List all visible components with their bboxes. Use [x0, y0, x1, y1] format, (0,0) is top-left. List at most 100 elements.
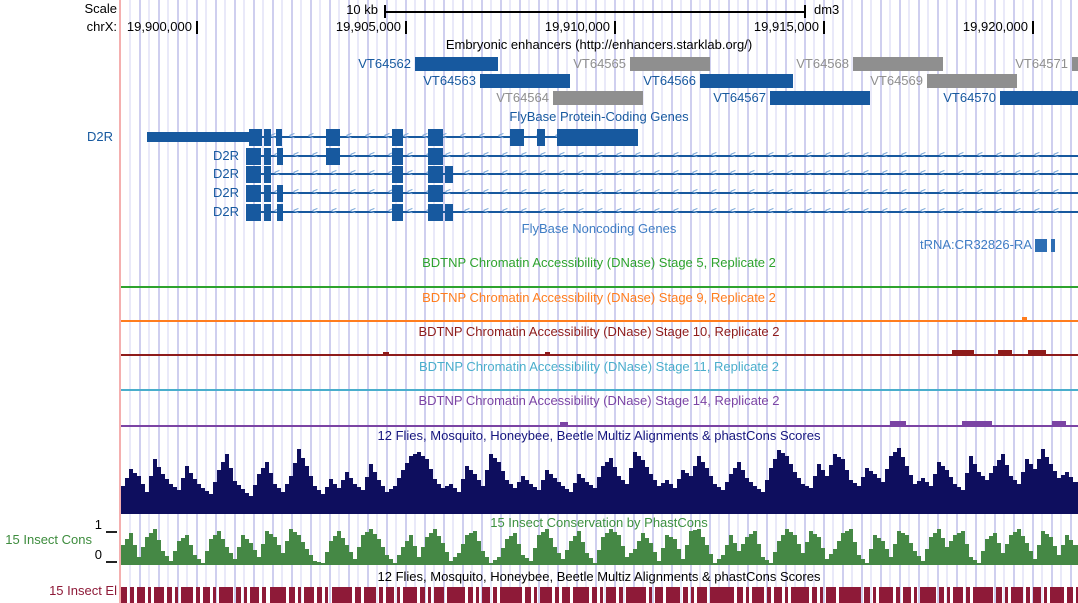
bdtnp-signal-baseline[interactable]: [121, 286, 1078, 288]
enhancer-block[interactable]: [853, 57, 943, 71]
gene-exon[interactable]: [246, 204, 261, 221]
conserved-element-block[interactable]: [697, 587, 707, 603]
conserved-element-block[interactable]: [826, 587, 836, 603]
gene-exon[interactable]: [445, 166, 453, 183]
gene-exon[interactable]: [264, 148, 271, 165]
conserved-element-block[interactable]: [154, 587, 164, 603]
conserved-element-block[interactable]: [325, 587, 328, 603]
conserved-element-block[interactable]: [592, 587, 597, 603]
gene-exon[interactable]: [326, 148, 340, 165]
gene-exon[interactable]: [392, 148, 403, 165]
conserved-element-block[interactable]: [873, 587, 876, 603]
conserved-element-block[interactable]: [1011, 587, 1023, 603]
bdtnp-signal-peak[interactable]: [383, 352, 389, 354]
conserved-element-block[interactable]: [820, 587, 823, 603]
bdtnp-signal-baseline[interactable]: [121, 320, 1078, 322]
bdtnp-signal-peak[interactable]: [1028, 350, 1046, 354]
enhancer-label[interactable]: VT64562: [358, 56, 411, 71]
gene-exon[interactable]: [392, 185, 403, 202]
enhancer-label[interactable]: VT64566: [643, 73, 696, 88]
conserved-element-block[interactable]: [1076, 587, 1078, 603]
gene-isoform-label[interactable]: D2R: [212, 204, 239, 219]
gene-exon[interactable]: [326, 129, 340, 146]
gene-exon[interactable]: [392, 129, 403, 146]
gene-exon[interactable]: [392, 166, 403, 183]
gene-exon[interactable]: [264, 185, 271, 202]
enhancer-block[interactable]: [1072, 57, 1078, 71]
conserved-element-block[interactable]: [573, 587, 589, 603]
conserved-element-block[interactable]: [903, 587, 911, 603]
conserved-element-block[interactable]: [317, 587, 322, 603]
conserved-element-block[interactable]: [619, 587, 623, 603]
conserved-element-block[interactable]: [397, 587, 400, 603]
conserved-element-block[interactable]: [774, 587, 782, 603]
conserved-element-block[interactable]: [864, 587, 870, 603]
conserved-element-block[interactable]: [746, 587, 749, 603]
conserved-element-block[interactable]: [1067, 587, 1073, 603]
gene-exon[interactable]: [246, 185, 261, 202]
conserved-element-block[interactable]: [791, 587, 809, 603]
bdtnp-signal-peak[interactable]: [1022, 317, 1027, 320]
conserved-element-block[interactable]: [493, 587, 497, 603]
gene-exon[interactable]: [445, 204, 453, 221]
conserved-element-block[interactable]: [839, 587, 861, 603]
gene-exon[interactable]: [276, 129, 282, 146]
gene-exon[interactable]: [264, 129, 271, 146]
gene-isoform-label[interactable]: D2R: [86, 129, 113, 144]
conserved-element-block[interactable]: [785, 587, 788, 603]
conserved-element-block[interactable]: [148, 587, 151, 603]
conserved-element-block[interactable]: [262, 587, 266, 603]
conserved-element-block[interactable]: [947, 587, 950, 603]
bdtnp-signal-baseline[interactable]: [121, 354, 1078, 356]
bdtnp-signal-peak[interactable]: [545, 352, 550, 354]
conserved-element-block[interactable]: [468, 587, 473, 603]
conserved-element-block[interactable]: [649, 587, 652, 603]
conserved-element-block[interactable]: [939, 587, 944, 603]
trna-gene-block[interactable]: [1035, 239, 1047, 252]
conserved-element-block[interactable]: [236, 587, 241, 603]
bdtnp-signal-peak[interactable]: [952, 350, 974, 354]
conserved-element-block[interactable]: [121, 587, 127, 603]
conserved-element-block[interactable]: [710, 587, 734, 603]
conserved-element-block[interactable]: [767, 587, 771, 603]
conserved-element-block[interactable]: [167, 587, 172, 603]
gene-exon[interactable]: [557, 129, 635, 146]
conserved-element-block[interactable]: [666, 587, 680, 603]
enhancer-label[interactable]: VT64567: [713, 90, 766, 105]
gene-intron-line[interactable]: [246, 192, 1078, 194]
gene-exon[interactable]: [428, 148, 443, 165]
conserved-element-block[interactable]: [289, 587, 295, 603]
conserved-element-block[interactable]: [966, 587, 970, 603]
gene-utr-bar[interactable]: [147, 132, 249, 142]
enhancer-label[interactable]: VT64571: [1015, 56, 1068, 71]
conserved-element-block[interactable]: [476, 587, 479, 603]
gene-exon[interactable]: [277, 148, 283, 165]
bdtnp-signal-baseline[interactable]: [121, 425, 1078, 427]
enhancer-block[interactable]: [415, 57, 498, 71]
enhancer-label[interactable]: VT64569: [870, 73, 923, 88]
conserved-element-block[interactable]: [332, 587, 352, 603]
enhancer-block[interactable]: [480, 74, 570, 88]
gene-exon[interactable]: [264, 204, 271, 221]
bdtnp-signal-peak[interactable]: [962, 421, 992, 425]
conserved-element-block[interactable]: [953, 587, 963, 603]
gene-exon[interactable]: [277, 185, 283, 202]
conserved-element-block[interactable]: [270, 587, 286, 603]
conserved-element-block[interactable]: [555, 587, 559, 603]
conserved-element-block[interactable]: [691, 587, 694, 603]
conserved-element-block[interactable]: [244, 587, 247, 603]
conserved-element-block[interactable]: [219, 587, 233, 603]
conserved-element-block[interactable]: [304, 587, 314, 603]
gene-exon[interactable]: [249, 129, 262, 146]
enhancer-block[interactable]: [630, 57, 710, 71]
gene-intron-line[interactable]: [246, 155, 1078, 157]
conserved-element-block[interactable]: [606, 587, 616, 603]
conserved-element-block[interactable]: [1044, 587, 1047, 603]
enhancer-label[interactable]: VT64568: [796, 56, 849, 71]
conserved-element-block[interactable]: [137, 587, 145, 603]
enhancer-label[interactable]: VT64565: [573, 56, 626, 71]
conserved-element-block[interactable]: [737, 587, 743, 603]
conserved-element-block[interactable]: [403, 587, 417, 603]
conserved-element-block[interactable]: [1026, 587, 1030, 603]
conserved-element-block[interactable]: [181, 587, 193, 603]
